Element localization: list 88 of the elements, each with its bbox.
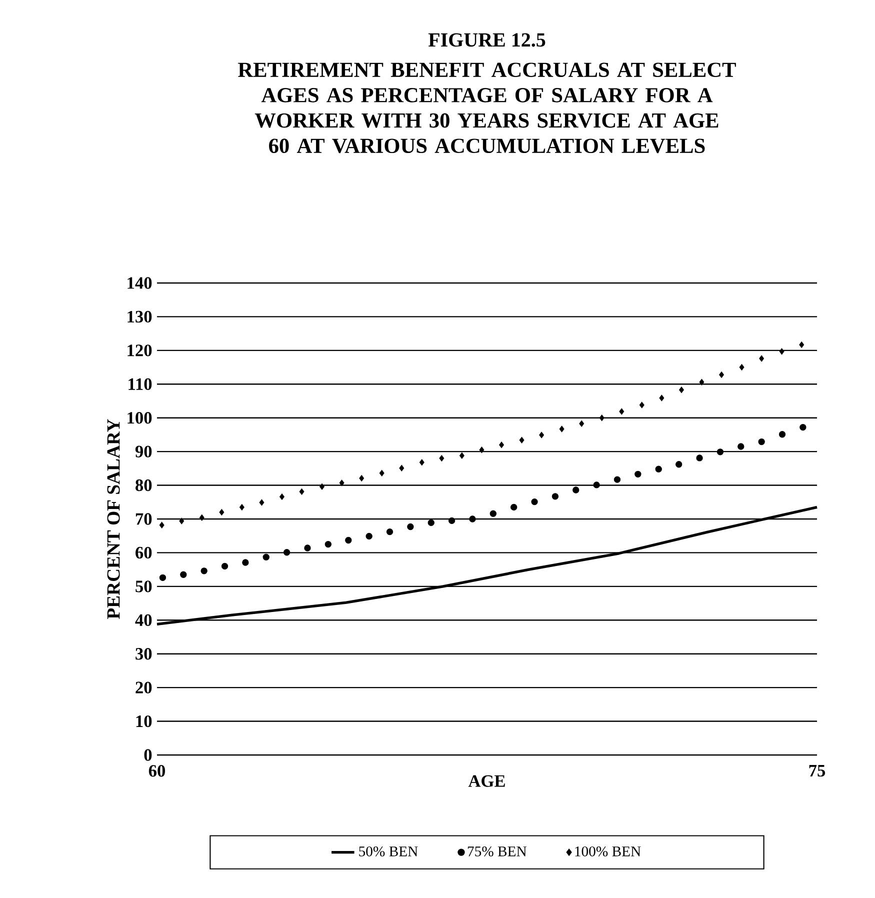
point — [221, 562, 228, 570]
point — [593, 482, 600, 488]
y-tick-label: 140 — [128, 277, 152, 289]
point — [239, 504, 244, 510]
point — [304, 544, 311, 552]
point — [448, 517, 456, 524]
point — [758, 438, 765, 446]
point — [531, 498, 538, 506]
y-tick-label: 70 — [136, 513, 152, 525]
point — [320, 483, 324, 490]
x-axis-title: AGE — [468, 775, 505, 787]
point — [399, 464, 404, 472]
point — [519, 436, 524, 444]
point — [407, 523, 414, 530]
y-tick-label: 130 — [128, 310, 152, 323]
point — [299, 488, 304, 495]
chart-title: FIGURE 12.5 — [428, 33, 546, 47]
point — [614, 476, 621, 483]
point — [242, 559, 249, 566]
point — [199, 514, 204, 521]
y-tick-label: 110 — [128, 378, 152, 390]
point — [579, 420, 584, 427]
point — [359, 475, 364, 482]
point — [219, 509, 224, 516]
point — [419, 459, 424, 466]
y-tick-label: 0 — [144, 749, 152, 761]
point — [159, 574, 166, 581]
point — [799, 341, 804, 348]
point — [676, 461, 682, 468]
point — [719, 371, 724, 378]
point — [339, 480, 344, 486]
point — [324, 540, 332, 548]
point — [479, 446, 484, 454]
point — [696, 454, 703, 462]
y-tick-label: 120 — [128, 344, 152, 356]
y-tick-label: 10 — [136, 715, 152, 728]
point — [459, 452, 464, 459]
point — [262, 554, 270, 560]
point — [779, 348, 784, 355]
point — [428, 519, 434, 526]
point — [599, 414, 604, 422]
point — [716, 448, 724, 456]
point — [490, 510, 496, 517]
chart-subtitle: RETIREMENT BENEFIT ACCRUALS AT SELECT AGES AS PERCENTAGE OF SALARY FOR A WORKER WITH 30 YEARS SERVICE AT AGE 60 AT VARIOUS ACCUMULATION LEVELS — [238, 62, 736, 154]
y-tick-label: 40 — [135, 614, 152, 626]
point — [200, 568, 208, 574]
point — [639, 402, 644, 408]
y-tick-label: 60 — [136, 546, 152, 559]
point — [469, 516, 476, 522]
point — [345, 536, 352, 544]
point — [439, 455, 444, 462]
point — [659, 394, 664, 402]
point — [655, 466, 662, 472]
y-tick-label: 20 — [136, 682, 152, 694]
point — [619, 408, 624, 415]
legend-label: 50% BEN — [359, 846, 418, 856]
point — [739, 364, 744, 370]
legend-label: 75% BEN — [468, 846, 526, 856]
point — [180, 571, 187, 578]
point — [800, 424, 806, 431]
point — [634, 470, 642, 478]
y-tick-label: 100 — [128, 412, 152, 424]
y-tick-label: 80 — [136, 479, 152, 492]
point — [159, 522, 164, 528]
y-tick-label: 90 — [135, 446, 152, 458]
legend-label: 100% BEN — [575, 846, 641, 856]
point — [699, 378, 704, 386]
point — [366, 532, 372, 540]
point — [539, 432, 544, 438]
point — [379, 470, 384, 476]
point — [283, 549, 290, 556]
point — [778, 431, 786, 438]
point — [559, 426, 564, 432]
point — [738, 443, 744, 450]
point — [279, 494, 284, 500]
y-tick-label: 30 — [136, 648, 152, 660]
y-axis-title: PERCENT OF SALARY — [107, 419, 120, 619]
point — [386, 528, 394, 536]
point — [499, 442, 504, 448]
x-tick-label: 75 — [809, 765, 826, 777]
point — [679, 386, 684, 394]
point — [552, 493, 559, 500]
point — [572, 486, 580, 494]
point — [179, 518, 184, 524]
point — [510, 504, 518, 511]
point — [259, 499, 264, 506]
point — [759, 355, 764, 362]
y-tick-label: 50 — [136, 580, 152, 592]
